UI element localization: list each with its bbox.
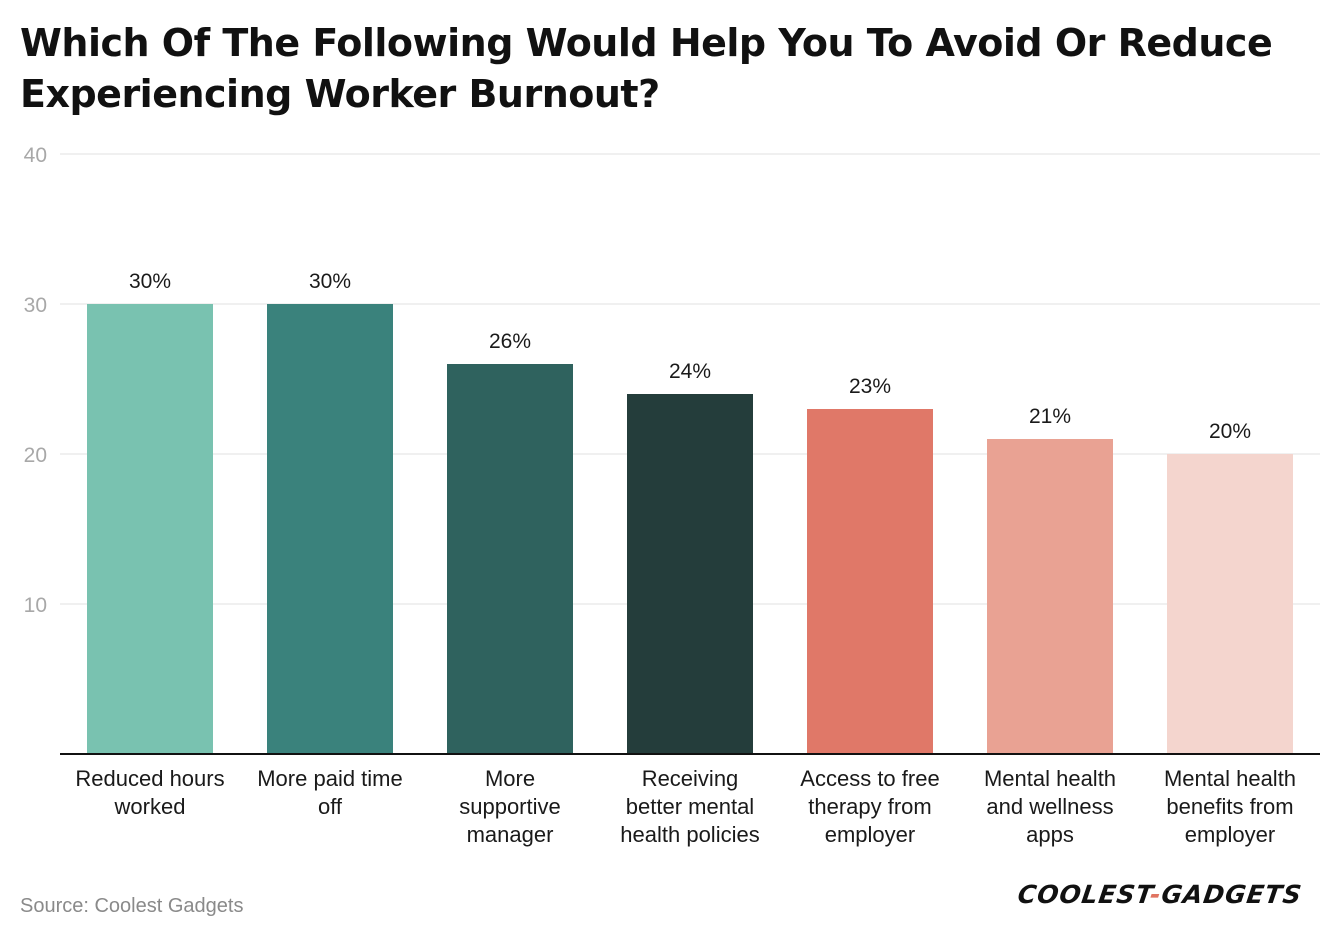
bar-5 bbox=[807, 409, 933, 754]
x-tick-label: Mental health bbox=[1164, 766, 1296, 791]
x-tick-label: Receiving bbox=[642, 766, 739, 791]
y-tick-label: 40 bbox=[24, 144, 47, 167]
source-note: Source: Coolest Gadgets bbox=[20, 895, 244, 917]
x-tick-label: apps bbox=[1026, 822, 1074, 847]
x-tick-label: manager bbox=[467, 822, 554, 847]
data-label: 23% bbox=[849, 375, 891, 398]
data-label: 30% bbox=[309, 270, 351, 293]
brand-logo: COOLEST-GADGETS bbox=[1016, 880, 1304, 909]
bar-7 bbox=[1167, 454, 1293, 754]
x-tick-label: employer bbox=[825, 822, 915, 847]
x-tick-label: supportive bbox=[459, 794, 561, 819]
x-tick-label: health policies bbox=[620, 822, 759, 847]
bar-6 bbox=[987, 439, 1113, 754]
x-tick-label: and wellness bbox=[986, 794, 1113, 819]
data-label: 26% bbox=[489, 330, 531, 353]
x-tick-label: More paid time bbox=[257, 766, 403, 791]
x-tick-label: More bbox=[485, 766, 535, 791]
x-tick-label: therapy from bbox=[808, 794, 932, 819]
x-tick-label: employer bbox=[1185, 822, 1275, 847]
chart-title: Which Of The Following Would Help You To… bbox=[20, 21, 1273, 116]
x-tick-label: worked bbox=[114, 794, 186, 819]
x-tick-label: benefits from bbox=[1166, 794, 1293, 819]
y-tick-label: 30 bbox=[24, 294, 47, 317]
x-tick-label: Reduced hours bbox=[75, 766, 224, 791]
x-tick-label: Mental health bbox=[984, 766, 1116, 791]
bar-4 bbox=[627, 394, 753, 754]
y-tick-label: 10 bbox=[24, 594, 47, 617]
brand-text-part1: COOLEST bbox=[1015, 880, 1153, 909]
x-tick-label: better mental bbox=[626, 794, 754, 819]
bar-1 bbox=[87, 304, 213, 754]
x-tick-label: off bbox=[318, 794, 343, 819]
data-label: 21% bbox=[1029, 405, 1071, 428]
bar-3 bbox=[447, 364, 573, 754]
y-tick-label: 20 bbox=[24, 444, 47, 467]
x-tick-label: Access to free bbox=[800, 766, 939, 791]
data-label: 24% bbox=[669, 360, 711, 383]
data-label: 20% bbox=[1209, 420, 1251, 443]
brand-text-part2: GADGETS bbox=[1159, 880, 1304, 909]
bar-2 bbox=[267, 304, 393, 754]
data-label: 30% bbox=[129, 270, 171, 293]
